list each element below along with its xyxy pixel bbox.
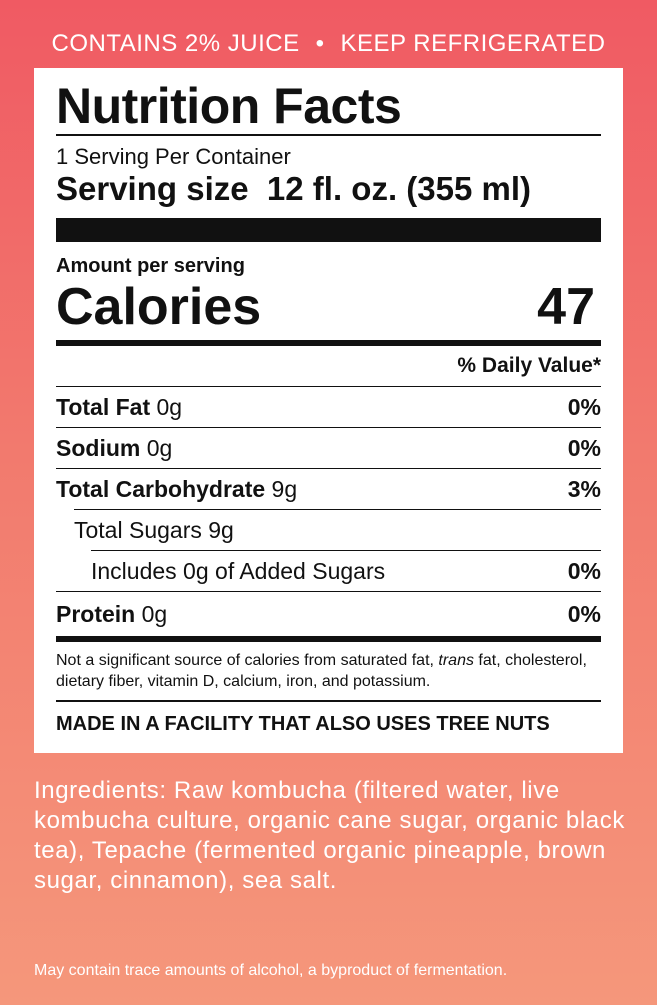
top-banner: CONTAINS 2% JUICE • KEEP REFRIGERATED: [0, 30, 657, 58]
refrigeration-text: KEEP REFRIGERATED: [340, 30, 606, 57]
calories-label: Calories: [56, 278, 262, 336]
dv-divider: [56, 386, 601, 387]
allergen-divider: [56, 700, 601, 702]
serving-divider: [56, 218, 601, 242]
footnote-divider: [56, 636, 601, 642]
nutrient-percent: 0%: [567, 435, 601, 461]
footnote-text-rest: fat, cholesterol, dietary fiber, vitamin…: [56, 652, 587, 690]
row-divider: [56, 427, 601, 428]
nutrient-percent: 0%: [567, 394, 601, 420]
servings-per-container: 1 Serving Per Container: [56, 144, 291, 169]
row-divider: [56, 468, 601, 469]
footnote-text: Not a significant source of calories fro…: [56, 652, 439, 669]
nutrient-row-sodium: Sodium 0g 0%: [56, 428, 601, 468]
nutrient-name: Protein: [56, 601, 136, 627]
nutrient-name: Total Fat: [56, 394, 151, 420]
nutrient-amount: 0g: [141, 601, 168, 627]
calories-value: 47: [537, 278, 595, 336]
nutrient-amount: 0g: [146, 435, 173, 461]
row-divider: [56, 591, 601, 592]
nutrient-row-total-sugars: Total Sugars 9g: [56, 510, 601, 550]
juice-content-text: CONTAINS 2% JUICE: [51, 30, 300, 57]
nutrient-amount: 9g: [271, 476, 298, 502]
alcohol-disclaimer: May contain trace amounts of alcohol, a …: [34, 962, 508, 979]
banner-separator: •: [315, 30, 325, 57]
allergen-statement: MADE IN A FACILITY THAT ALSO USES TREE N…: [56, 713, 550, 735]
nutrient-percent: 0%: [567, 601, 601, 627]
footnote: Not a significant source of calories fro…: [56, 650, 601, 692]
nutrient-row-total-fat: Total Fat 0g 0%: [56, 387, 601, 427]
nutrient-name: Total Carbohydrate: [56, 476, 266, 502]
daily-value-header: % Daily Value*: [457, 354, 601, 377]
nutrition-facts-title: Nutrition Facts: [56, 78, 402, 134]
nutrient-name: Includes 0g of Added Sugars: [91, 558, 386, 584]
ingredients-list: Ingredients: Raw kombucha (filtered wate…: [34, 777, 625, 894]
calories-divider: [56, 340, 601, 346]
nutrient-percent: 3%: [567, 476, 601, 502]
nutrient-amount: 0g: [156, 394, 183, 420]
nutrient-row-total-carbohydrate: Total Carbohydrate 9g 3%: [56, 469, 601, 509]
amount-per-serving: Amount per serving: [56, 255, 245, 277]
row-divider: [74, 509, 601, 510]
nutrient-percent: 0%: [567, 558, 601, 584]
serving-size: Serving size 12 fl. oz. (355 ml): [56, 170, 532, 207]
nutrient-row-protein: Protein 0g 0%: [56, 592, 601, 636]
calories-row: Calories 47: [56, 278, 601, 336]
nutrient-name: Total Sugars 9g: [74, 517, 234, 543]
nutrient-row-added-sugars: Includes 0g of Added Sugars 0%: [56, 551, 601, 591]
nutrition-facts-panel: Nutrition Facts 1 Serving Per Container …: [34, 68, 623, 753]
row-divider: [91, 550, 601, 551]
nutrient-name: Sodium: [56, 435, 141, 461]
title-divider: [56, 134, 601, 136]
footnote-italic: trans: [438, 652, 474, 669]
